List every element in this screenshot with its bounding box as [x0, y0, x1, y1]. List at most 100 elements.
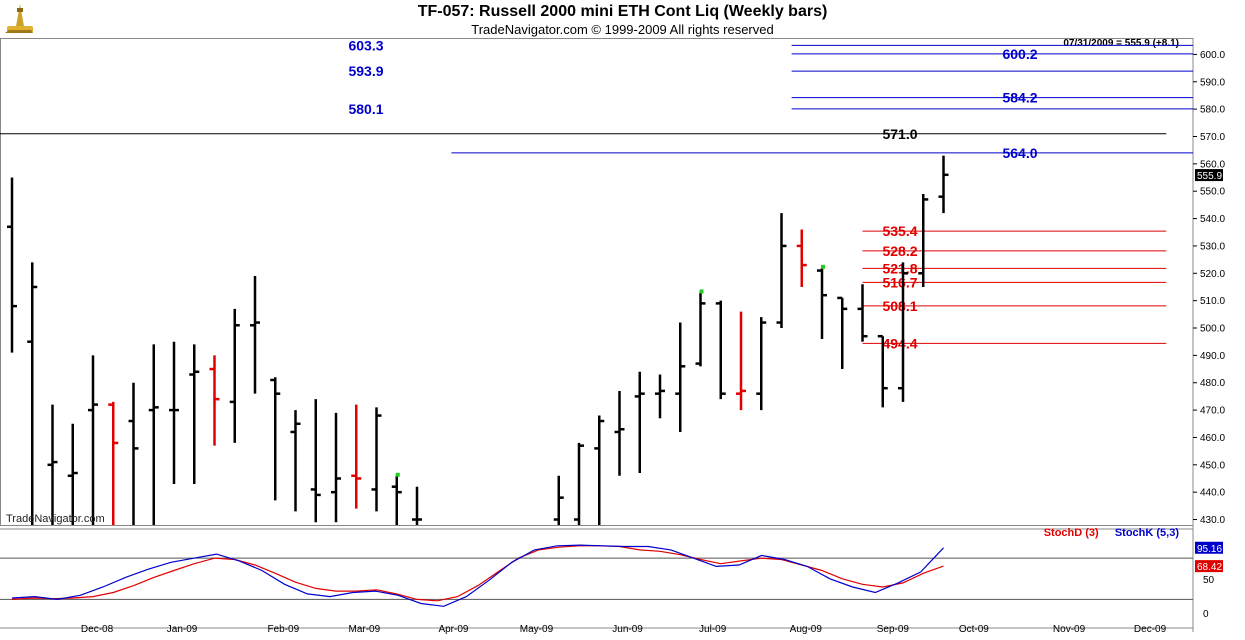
chart-title: TF-057: Russell 2000 mini ETH Cont Liq (… — [417, 3, 828, 20]
level-label: 516.7 — [882, 274, 917, 290]
level-label: 494.4 — [882, 335, 917, 351]
ohlc-bar — [938, 155, 949, 214]
stoch-value-label: 68.42 — [1197, 562, 1222, 573]
ohlc-bar — [715, 300, 726, 400]
ohlc-bar — [391, 472, 402, 525]
level-label: 528.2 — [882, 243, 917, 259]
ohlc-bar — [351, 404, 362, 509]
level-label: 508.1 — [882, 298, 917, 314]
ohlc-bar — [553, 475, 564, 525]
last-price-tag — [1195, 169, 1223, 182]
ohlc-bar — [27, 262, 38, 525]
y-tick-label: 590.0 — [1200, 77, 1225, 88]
ohlc-bar — [189, 344, 200, 484]
y-tick-label: 470.0 — [1200, 406, 1225, 417]
stoch-value-tag — [1195, 541, 1223, 554]
level-lines — [0, 44, 1193, 344]
stochastic-legend: StochD (3) StochK (5,3) — [1044, 527, 1179, 539]
x-tick-label: Sep-09 — [877, 624, 910, 635]
ohlc-bar — [614, 390, 625, 476]
level-label: 564.0 — [1002, 145, 1037, 161]
ohlc-bar — [229, 308, 240, 443]
ohlc-bar — [88, 355, 98, 525]
stochd-line — [11, 545, 944, 602]
ohlc-bar — [128, 382, 139, 525]
ohlc-bar — [67, 423, 78, 525]
y-tick-label: 450.0 — [1200, 460, 1225, 471]
ohlc-bar — [695, 289, 706, 367]
y-tick-label: 430.0 — [1200, 515, 1225, 526]
stoch-value-label: 95.16 — [1197, 544, 1222, 555]
legend-stochk: StochK (5,3) — [1114, 527, 1179, 539]
signal-marker — [821, 264, 825, 269]
level-label: 571.0 — [882, 126, 917, 142]
y-tick-label: 500.0 — [1200, 324, 1225, 335]
stoch-value-tag — [1195, 560, 1223, 573]
ohlc-bar — [918, 193, 929, 287]
y-tick-label: 570.0 — [1200, 132, 1225, 143]
ohlc-bar — [817, 264, 827, 339]
legend-stochd: StochD (3) — [1043, 527, 1099, 539]
x-tick-label: Jul-09 — [699, 624, 727, 635]
y-tick-label: 530.0 — [1200, 241, 1225, 252]
ohlc-bar — [756, 317, 767, 411]
level-label: 521.8 — [882, 260, 917, 276]
chart-subtitle: TradeNavigator.com © 1999-2009 All right… — [471, 22, 774, 37]
level-label: 535.4 — [882, 223, 917, 239]
ohlc-bar — [655, 374, 665, 419]
price-readout: 07/31/2009 = 555.9 (+8.1) — [1063, 38, 1179, 49]
level-label: 600.2 — [1002, 46, 1037, 62]
ohlc-bar — [634, 371, 645, 474]
ohlc-bar — [675, 322, 686, 432]
ohlc-bar — [331, 412, 341, 523]
y-tick-label: 440.0 — [1200, 488, 1225, 499]
ohlc-bar — [371, 407, 382, 512]
y-tick-label: 480.0 — [1200, 378, 1225, 389]
ohlc-bar — [412, 486, 422, 525]
ohlc-bar — [250, 276, 260, 394]
level-label: 603.3 — [348, 37, 383, 53]
ohlc-bar — [148, 344, 159, 525]
x-tick-label: Apr-09 — [438, 624, 468, 635]
watermark: TradeNavigator.com — [6, 513, 105, 525]
x-tick-label: Jun-09 — [612, 624, 643, 635]
y-tick-label: 510.0 — [1200, 296, 1225, 307]
y-tick-label: 600.0 — [1200, 50, 1225, 61]
stoch-y-tick-label: 50 — [1203, 575, 1215, 586]
trade-navigator-logo-icon — [3, 2, 37, 36]
x-tick-label: Nov-09 — [1053, 624, 1086, 635]
ohlc-bar — [877, 334, 888, 408]
signal-marker — [699, 289, 704, 294]
x-tick-label: Aug-09 — [790, 624, 823, 635]
level-label: 584.2 — [1002, 90, 1037, 106]
stoch-lines — [11, 544, 944, 607]
ohlc-bar — [574, 442, 584, 525]
ohlc-bars — [7, 155, 949, 525]
y-tick-label: 490.0 — [1200, 351, 1225, 362]
x-tick-label: Jan-09 — [167, 624, 198, 635]
ohlc-bar — [209, 355, 220, 446]
ohlc-bar — [898, 262, 908, 402]
x-tick-label: Mar-09 — [349, 624, 381, 635]
ohlc-bar — [108, 401, 119, 525]
stoch-y-tick-label: 0 — [1203, 609, 1209, 620]
x-tick-label: Oct-09 — [959, 624, 989, 635]
ohlc-bar — [776, 213, 787, 329]
y-tick-label: 460.0 — [1200, 433, 1225, 444]
y-tick-label: 550.0 — [1200, 187, 1225, 198]
ohlc-bar — [837, 296, 848, 370]
ohlc-bar — [47, 404, 58, 525]
ohlc-bar — [736, 311, 746, 411]
y-tick-label: 540.0 — [1200, 214, 1225, 225]
ohlc-bar — [270, 377, 281, 501]
ohlc-bar — [310, 399, 321, 523]
x-tick-label: Dec-08 — [81, 624, 114, 635]
y-tick-label: 520.0 — [1200, 269, 1225, 280]
ohlc-bar — [169, 341, 179, 484]
ohlc-bar — [857, 284, 868, 342]
last-price-label: 555.9 — [1197, 171, 1222, 182]
ohlc-bar — [290, 410, 301, 512]
stochk-line — [11, 544, 944, 607]
